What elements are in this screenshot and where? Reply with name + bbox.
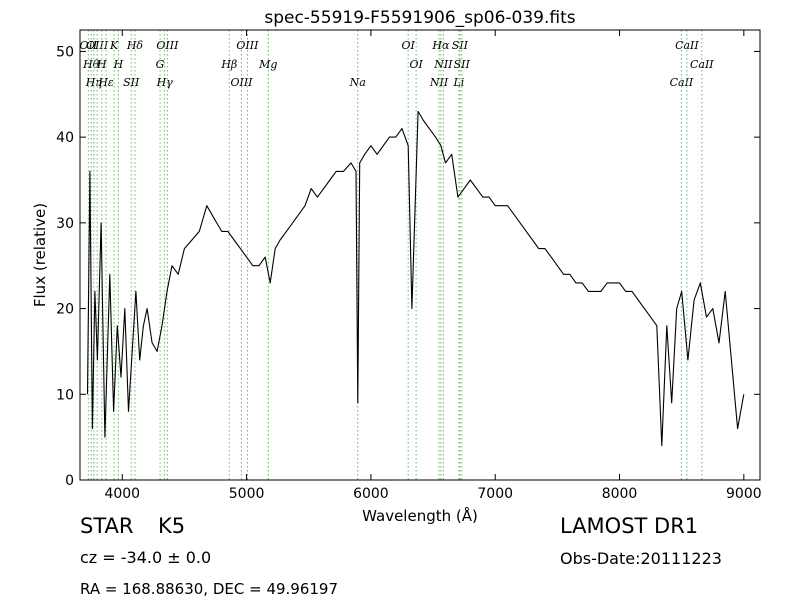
chart-title: spec-55919-F5591906_sp06-039.fits bbox=[264, 8, 575, 28]
plot-frame bbox=[79, 29, 761, 481]
line-marker-label: CaII bbox=[690, 58, 714, 71]
line-marker-label: OIII bbox=[230, 76, 253, 89]
y-axis-label: Flux (relative) bbox=[31, 203, 49, 307]
line-marker-label: G bbox=[156, 58, 165, 71]
line-marker-label: Hδ bbox=[126, 39, 144, 52]
x-tick-label: 9000 bbox=[726, 486, 762, 502]
line-marker-label: Hη bbox=[85, 76, 103, 89]
line-marker-label: Na bbox=[349, 76, 366, 89]
line-marker-label: Hε bbox=[97, 76, 114, 89]
line-marker-label: SII bbox=[452, 39, 469, 52]
line-marker-label: OI bbox=[402, 39, 416, 52]
line-marker-label: Hγ bbox=[156, 76, 174, 89]
spectrum-line bbox=[86, 110, 745, 447]
line-marker-label: Hθ bbox=[82, 58, 100, 71]
line-marker-label: OIII bbox=[156, 39, 179, 52]
line-marker-label: SII bbox=[454, 58, 471, 71]
y-tick-label: 40 bbox=[56, 130, 74, 146]
x-tick-label: 6000 bbox=[353, 486, 389, 502]
line-marker-label: Hβ bbox=[220, 58, 237, 71]
y-tick-label: 20 bbox=[56, 302, 74, 318]
y-tick-label: 50 bbox=[56, 44, 74, 60]
line-marker-label: OIII bbox=[86, 39, 109, 52]
redshift-cz: cz = -34.0 ± 0.0 bbox=[80, 548, 212, 567]
line-marker-label: K bbox=[109, 39, 119, 52]
x-axis-label: Wavelength (Å) bbox=[362, 506, 478, 525]
x-tick-label: 8000 bbox=[602, 486, 638, 502]
y-tick-label: 0 bbox=[65, 473, 74, 489]
line-marker-label: OIII bbox=[236, 39, 259, 52]
line-marker-label: NII bbox=[429, 76, 449, 89]
line-marker-label: SII bbox=[123, 76, 140, 89]
line-marker-label: Li bbox=[452, 76, 464, 89]
x-tick-label: 4000 bbox=[104, 486, 140, 502]
x-tick-label: 5000 bbox=[229, 486, 265, 502]
line-markers: OII Hθ Hη OIII H Hε KH SII Hδ G Hγ OIII Hβ OIII OIII Mg… bbox=[79, 30, 714, 480]
line-marker-label: H bbox=[113, 58, 124, 71]
y-tick-label: 10 bbox=[56, 387, 74, 403]
line-marker-label: H bbox=[96, 58, 107, 71]
line-marker-label: Mg bbox=[258, 58, 277, 71]
object-subclass: K5 bbox=[158, 514, 186, 538]
y-tick-label: 30 bbox=[56, 216, 74, 232]
axis-ticks: 4000 5000 6000 7000 8000 9000 0 10 20 30 40 50 bbox=[56, 30, 762, 502]
spectrum-series bbox=[86, 110, 745, 447]
ra-dec-coordinates: RA = 168.88630, DEC = 49.96197 bbox=[80, 580, 339, 598]
line-marker-label: Hα bbox=[431, 39, 450, 52]
line-marker-label: OII bbox=[79, 39, 97, 52]
line-marker-label: CaII bbox=[675, 39, 699, 52]
object-class: STAR bbox=[80, 514, 134, 538]
observation-date: Obs-Date:20111223 bbox=[560, 549, 722, 568]
line-marker-label: CaII bbox=[670, 76, 694, 89]
x-tick-label: 7000 bbox=[477, 486, 513, 502]
line-marker-label: NII bbox=[433, 58, 453, 71]
survey-name: LAMOST DR1 bbox=[560, 514, 699, 538]
line-marker-label: OI bbox=[409, 58, 423, 71]
